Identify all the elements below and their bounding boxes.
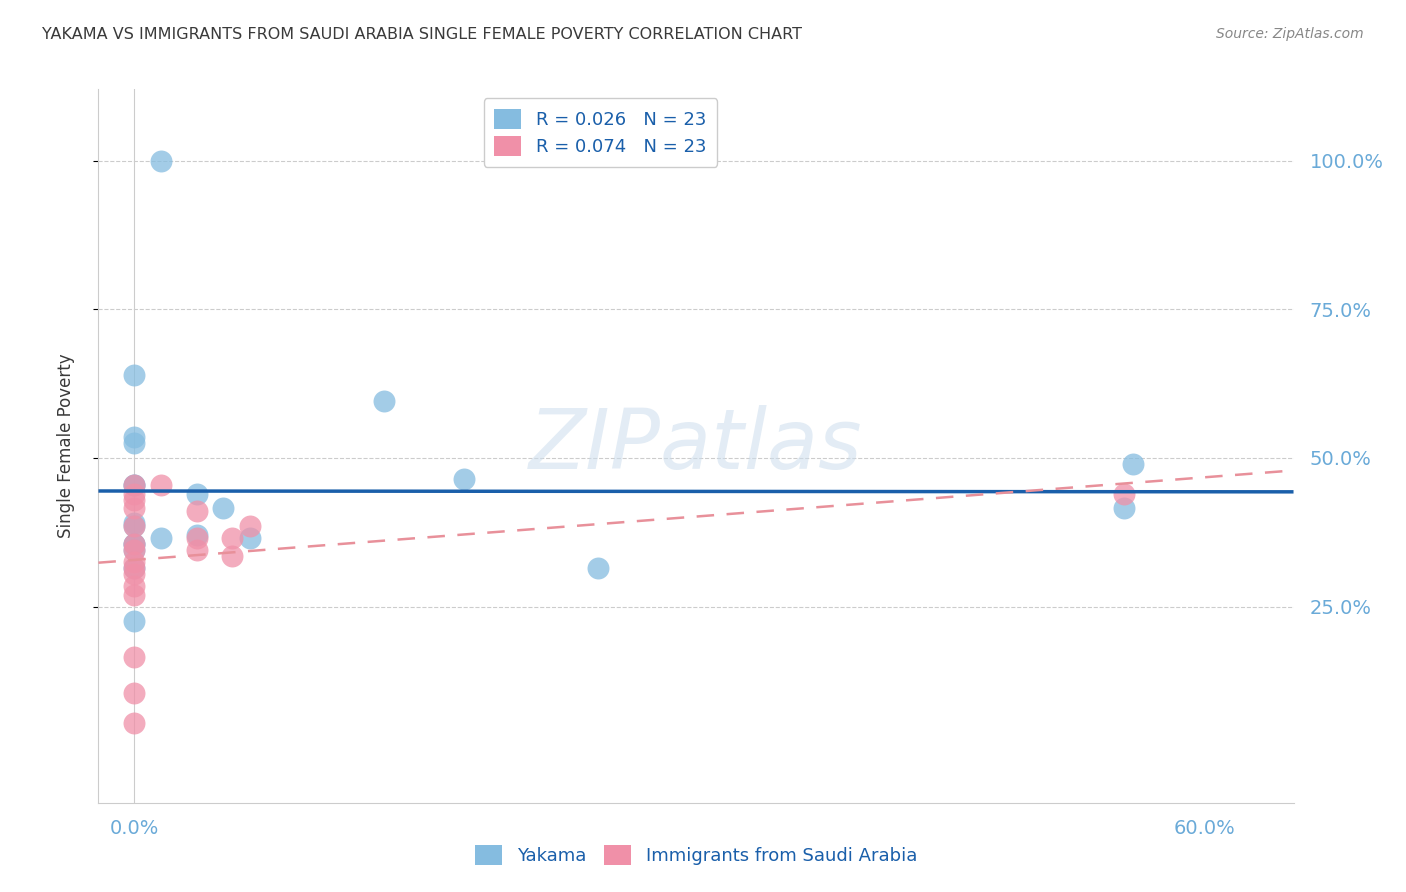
- Point: [122, 486, 145, 500]
- Point: [122, 368, 145, 382]
- Point: [122, 477, 145, 491]
- Point: [122, 477, 145, 491]
- Point: [122, 579, 145, 593]
- Point: [239, 531, 262, 545]
- Point: [122, 543, 145, 558]
- Point: [122, 561, 145, 575]
- Point: [122, 561, 145, 575]
- Point: [186, 504, 208, 518]
- Point: [1122, 457, 1144, 471]
- Point: [212, 501, 235, 516]
- Point: [239, 519, 262, 533]
- Point: [1112, 501, 1135, 516]
- Point: [122, 555, 145, 569]
- Point: [186, 543, 208, 558]
- Point: [122, 537, 145, 551]
- Point: [149, 153, 172, 168]
- Point: [122, 492, 145, 507]
- Point: [221, 549, 243, 563]
- Point: [122, 715, 145, 730]
- Point: [453, 472, 475, 486]
- Text: YAKAMA VS IMMIGRANTS FROM SAUDI ARABIA SINGLE FEMALE POVERTY CORRELATION CHART: YAKAMA VS IMMIGRANTS FROM SAUDI ARABIA S…: [42, 27, 803, 42]
- Point: [122, 650, 145, 665]
- Point: [122, 501, 145, 516]
- Point: [122, 615, 145, 629]
- Point: [373, 394, 395, 409]
- Legend: Yakama, Immigrants from Saudi Arabia: Yakama, Immigrants from Saudi Arabia: [468, 838, 924, 872]
- Point: [122, 519, 145, 533]
- Point: [1112, 486, 1135, 500]
- Point: [122, 537, 145, 551]
- Point: [122, 430, 145, 444]
- Text: ZIPatlas: ZIPatlas: [529, 406, 863, 486]
- Point: [122, 516, 145, 531]
- Point: [221, 531, 243, 545]
- Point: [122, 519, 145, 533]
- Point: [186, 486, 208, 500]
- Point: [122, 588, 145, 602]
- Point: [186, 531, 208, 545]
- Point: [122, 686, 145, 700]
- Point: [186, 528, 208, 542]
- Point: [122, 566, 145, 581]
- Text: Source: ZipAtlas.com: Source: ZipAtlas.com: [1216, 27, 1364, 41]
- Point: [149, 477, 172, 491]
- Point: [122, 537, 145, 551]
- Point: [149, 531, 172, 545]
- Point: [122, 543, 145, 558]
- Point: [122, 477, 145, 491]
- Point: [586, 561, 609, 575]
- Y-axis label: Single Female Poverty: Single Female Poverty: [56, 354, 75, 538]
- Point: [122, 436, 145, 450]
